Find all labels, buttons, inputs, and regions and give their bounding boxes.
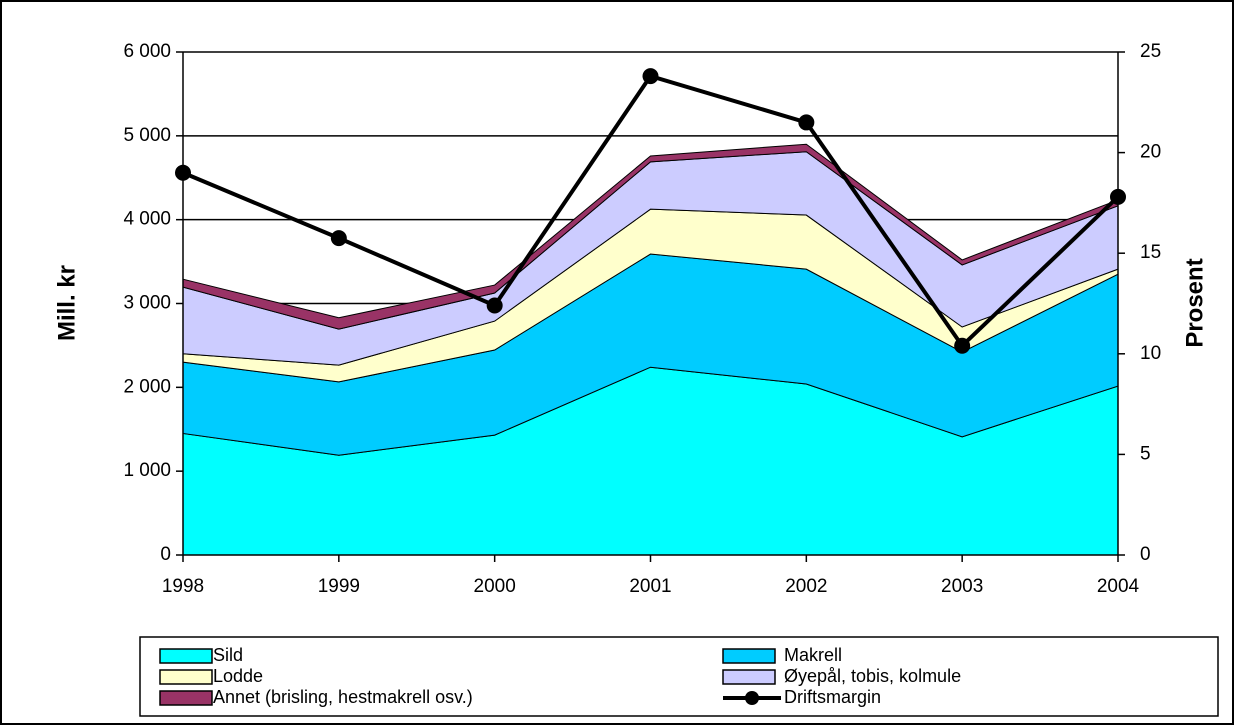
y-tick-label: 6 000 [123, 41, 171, 62]
x-tick-label: 1999 [318, 576, 360, 597]
legend-label: Øyepål, tobis, kolmule [784, 666, 961, 686]
legend-swatch [159, 690, 213, 706]
legend-marker [745, 691, 759, 705]
y-axis-title: Mill. kr [53, 265, 80, 341]
x-tick-label: 2004 [1097, 576, 1140, 597]
y-tick-label: 1 000 [123, 460, 171, 481]
line-marker [642, 68, 659, 85]
legend-box [139, 636, 1219, 717]
y2-tick-label: 20 [1140, 142, 1161, 163]
legend-label: Makrell [784, 645, 842, 665]
line-marker [954, 337, 971, 354]
y-tick-label: 4 000 [123, 209, 171, 230]
y-tick-label: 0 [160, 544, 171, 565]
line-marker [486, 297, 503, 314]
x-tick-label: 2003 [941, 576, 983, 597]
legend-swatch [722, 669, 776, 685]
y2-tick-label: 25 [1140, 41, 1161, 62]
line-marker [175, 164, 191, 181]
legend-swatch [722, 648, 776, 664]
x-tick-label: 2000 [474, 576, 516, 597]
legend-label: Annet (brisling, hestmakrell osv.) [213, 687, 473, 707]
x-tick-label: 1998 [162, 576, 204, 597]
x-tick-label: 2002 [785, 576, 827, 597]
y-tick-label: 2 000 [123, 376, 171, 397]
y2-tick-label: 0 [1140, 544, 1151, 565]
y2-tick-label: 10 [1140, 343, 1161, 364]
y-tick-label: 5 000 [123, 125, 171, 146]
line-marker [330, 230, 347, 247]
legend-swatch [159, 648, 213, 664]
x-tick-label: 2001 [629, 576, 671, 597]
legend-label: Sild [213, 645, 243, 665]
line-marker [1110, 188, 1126, 205]
legend-label: Lodde [213, 666, 263, 686]
y2-axis-title: Prosent [1181, 258, 1208, 347]
y2-tick-label: 15 [1140, 242, 1161, 263]
y-tick-label: 3 000 [123, 293, 171, 314]
line-marker [798, 114, 815, 131]
y2-tick-label: 5 [1140, 443, 1151, 464]
legend-label: Driftsmargin [784, 687, 881, 707]
legend-swatch [159, 669, 213, 685]
